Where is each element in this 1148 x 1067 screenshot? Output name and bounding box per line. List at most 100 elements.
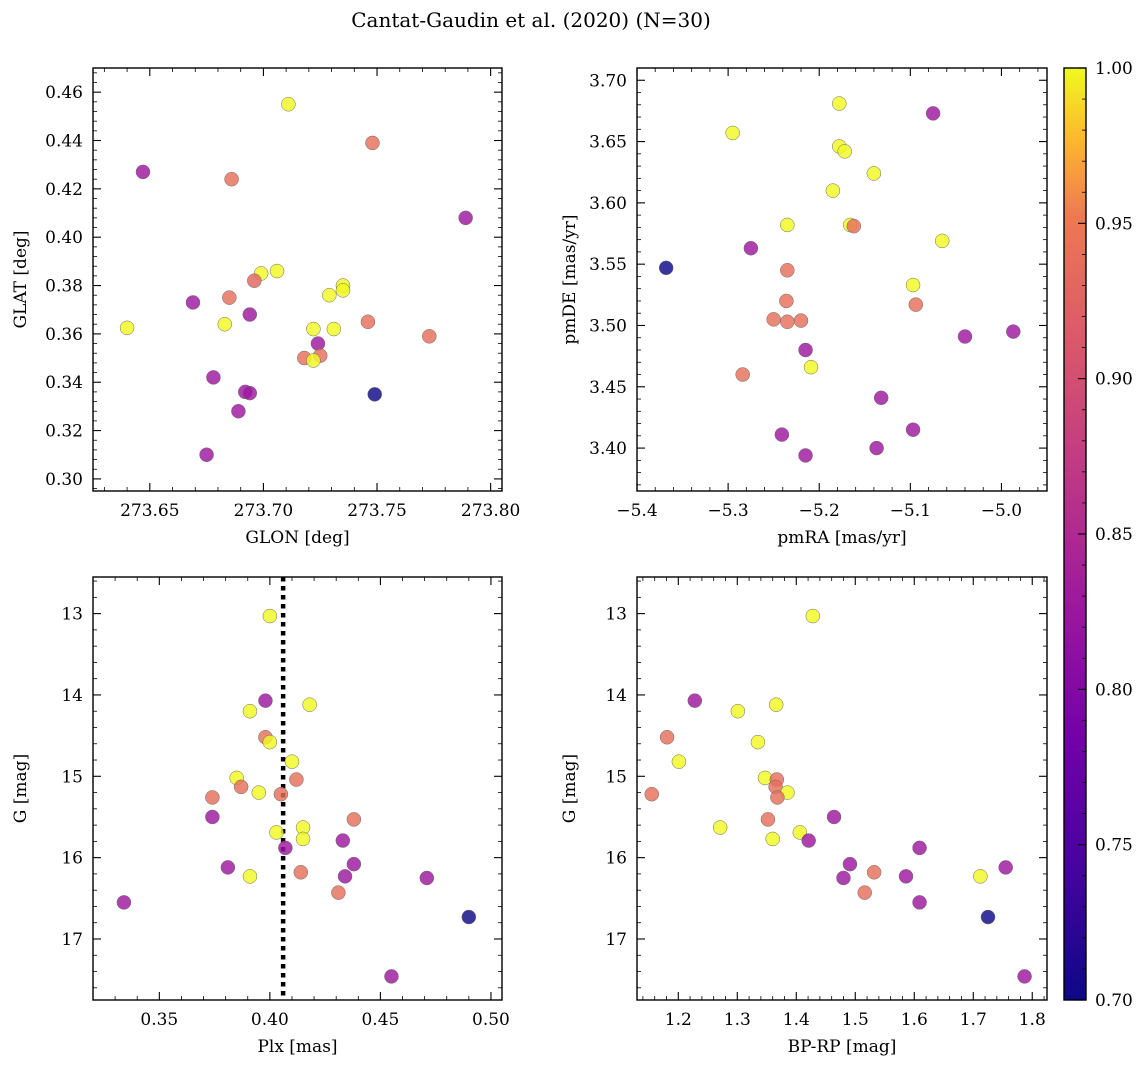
data-point (262, 608, 278, 624)
data-point (458, 210, 473, 226)
plot-frame (636, 67, 1048, 492)
data-point (302, 697, 317, 712)
data-point (735, 367, 750, 382)
data-point (119, 320, 135, 336)
data-point (346, 856, 362, 872)
data-point (779, 293, 794, 309)
data-point (1006, 324, 1021, 339)
data-point (116, 895, 132, 910)
data-point (836, 870, 851, 886)
data-point (247, 273, 262, 288)
y-axis-label: GLAT [deg] (11, 230, 31, 328)
data-point (793, 313, 809, 328)
panels: 273.65 273.70 273.75 273.80 0.30 0.32 0.34 0.36… (11, 67, 1048, 1057)
ticks: 1.2 1.3 1.4 1.5 1.6 1.7 1.8 13 14 15 16 17 (605, 577, 1047, 1030)
data-point (289, 772, 304, 787)
x-tick-label: −5.2 (799, 501, 840, 521)
data-point (310, 336, 326, 351)
data-point (750, 734, 766, 750)
y-tick-label: 3.50 (589, 316, 627, 336)
data-point (774, 427, 790, 442)
data-point (998, 860, 1013, 875)
data-point (346, 812, 362, 827)
data-point (780, 314, 795, 330)
x-tick-label: 0.45 (361, 1010, 399, 1030)
points (119, 97, 473, 462)
data-point (866, 166, 882, 181)
plot-frame (636, 576, 1048, 1001)
colorbar-tick-label: 0.85 (1095, 525, 1133, 545)
data-point (269, 263, 285, 279)
x-tick-label: 1.5 (842, 1010, 869, 1030)
data-point (908, 297, 924, 312)
data-point (780, 263, 795, 278)
y-tick-label: 0.32 (45, 422, 83, 442)
y-tick-label: 14 (605, 686, 627, 706)
data-point (335, 283, 351, 298)
data-point (251, 785, 267, 800)
data-point (832, 96, 847, 111)
data-point (335, 833, 351, 848)
ticks: 273.65 273.70 273.75 273.80 0.30 0.32 0.34 0.36… (45, 68, 520, 521)
y-tick-label: 0.30 (45, 470, 83, 490)
data-point (725, 125, 740, 141)
data-point (242, 869, 258, 884)
x-tick-label: 1.2 (665, 1010, 692, 1030)
data-point (912, 895, 927, 910)
y-tick-label: 13 (61, 605, 83, 625)
x-tick-label: 0.35 (140, 1010, 178, 1030)
y-tick-label: 0.42 (45, 180, 83, 200)
y-tick-label: 14 (61, 686, 83, 706)
data-point (659, 730, 675, 745)
data-point (798, 448, 813, 463)
colorbar: 0.70 0.75 0.80 0.85 0.90 0.95 1.00 (1063, 59, 1133, 1011)
data-point (242, 703, 258, 719)
data-point (384, 969, 399, 984)
y-tick-label: 3.60 (589, 194, 627, 214)
data-point (284, 754, 300, 769)
y-tick-label: 0.36 (45, 325, 83, 345)
y-tick-label: 0.34 (45, 373, 83, 393)
data-point (1017, 969, 1032, 984)
data-point (306, 353, 321, 368)
data-point (217, 316, 233, 332)
colorbar-tick-label: 0.95 (1095, 214, 1133, 234)
points (116, 608, 477, 984)
data-point (326, 321, 342, 337)
x-axis-label: Plx [mas] (257, 1037, 337, 1057)
x-axis-label: BP-RP [mag] (788, 1037, 897, 1057)
panel-1: 273.65 273.70 273.75 273.80 0.30 0.32 0.34 0.36… (11, 67, 520, 548)
y-tick-label: 15 (61, 767, 83, 787)
data-point (905, 422, 921, 437)
data-point (780, 217, 795, 233)
y-tick-label: 16 (61, 849, 83, 869)
data-point (262, 734, 278, 750)
data-point (205, 809, 220, 825)
x-tick-label: −5.1 (890, 501, 931, 521)
data-point (765, 831, 780, 847)
data-point (770, 790, 785, 805)
y-axis-label: G [mag] (560, 754, 580, 823)
data-point (365, 135, 380, 151)
y-tick-label: 3.45 (589, 378, 627, 398)
data-point (337, 869, 353, 884)
data-point (980, 909, 996, 925)
y-axis-label: G [mag] (11, 754, 31, 823)
panel-4: 1.2 1.3 1.4 1.5 1.6 1.7 1.8 13 14 15 16 17 BP-RP [ma… (560, 576, 1048, 1057)
y-axis-label: pmDE [mas/yr] (560, 214, 580, 344)
plot-frame (92, 67, 503, 492)
data-point (837, 144, 852, 159)
data-point (766, 312, 781, 327)
data-point (295, 831, 311, 847)
ticks: −5.4 −5.3 −5.2 −5.1 −5.0 3.40 3.45 3.50 3.55 3.60… (589, 67, 1047, 521)
data-point (873, 390, 889, 406)
x-tick-label: 273.65 (120, 501, 179, 521)
y-tick-label: 0.46 (45, 83, 83, 103)
data-point (224, 171, 239, 187)
y-tick-label: 3.55 (589, 255, 627, 275)
y-tick-label: 3.40 (589, 439, 627, 459)
panel-2: −5.4 −5.3 −5.2 −5.1 −5.0 3.40 3.45 3.50 3.55 3.60… (560, 67, 1048, 548)
data-point (934, 233, 950, 249)
x-tick-label: 273.80 (461, 501, 520, 521)
data-point (205, 790, 220, 805)
